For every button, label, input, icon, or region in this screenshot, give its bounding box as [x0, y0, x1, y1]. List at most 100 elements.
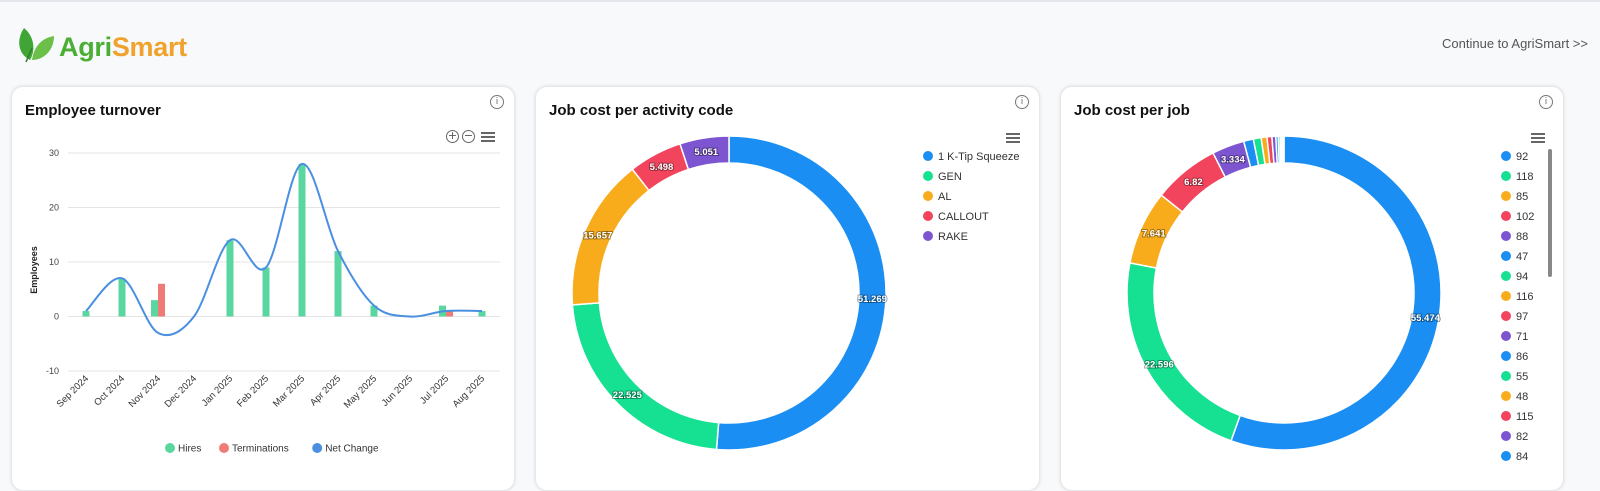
legend-label: 92 [1516, 151, 1529, 163]
legend-label: 86 [1516, 351, 1529, 363]
legend-item[interactable]: RAKE [923, 231, 968, 243]
zoom-out-icon[interactable]: − [462, 129, 475, 143]
info-icon[interactable]: i [1015, 95, 1029, 109]
job-donut-chart: 55.474 22.596 7.641 6.82 3.334 [1126, 135, 1442, 451]
legend-item[interactable]: AL [923, 191, 951, 203]
legend-label: 48 [1516, 391, 1529, 403]
legend-marker [312, 443, 323, 453]
legend-item[interactable]: 47 [1501, 251, 1528, 263]
legend-item[interactable]: 94 [1501, 271, 1528, 283]
data-label: 22.525 [613, 390, 643, 401]
x-tick-label: Jun 2025 [380, 373, 415, 408]
x-tick-label: Jan 2025 [200, 373, 235, 408]
legend-marker [923, 211, 933, 221]
x-tick-label: Mar 2025 [271, 373, 307, 409]
legend-item[interactable]: CALLOUT [923, 211, 989, 223]
bar-hires [262, 267, 270, 317]
bar-hires [118, 278, 126, 317]
bar-terminations [446, 311, 453, 317]
x-tick-label: Jul 2025 [418, 373, 451, 406]
donut-slice [1126, 261, 1242, 442]
legend-label: 102 [1516, 211, 1535, 223]
legend-marker [1501, 451, 1511, 461]
legend-item[interactable]: 86 [1501, 351, 1528, 363]
legend-item[interactable]: 48 [1501, 391, 1528, 403]
continue-link[interactable]: Continue to AgriSmart >> [1442, 36, 1588, 51]
legend-label: 82 [1516, 431, 1529, 443]
chart-menu-icon[interactable] [1006, 133, 1020, 143]
data-label: 5.051 [694, 147, 718, 158]
app-header: AgriSmart Continue to AgriSmart >> [0, 2, 1600, 82]
legend-label: 55 [1516, 371, 1529, 383]
zoom-in-icon[interactable]: + [446, 129, 459, 143]
net-change-line [85, 162, 483, 337]
legend-marker [1501, 231, 1511, 241]
legend-item[interactable]: 118 [1501, 171, 1534, 183]
x-tick-label: Dec 2024 [163, 373, 200, 410]
legend-marker [1501, 171, 1511, 181]
legend-marker [1501, 191, 1511, 201]
y-tick-label: 0 [54, 312, 59, 322]
legend-marker [923, 171, 933, 181]
legend-marker [1501, 351, 1511, 361]
data-label: 22.596 [1145, 359, 1174, 370]
bar-hires [151, 300, 158, 317]
chart-menu-icon[interactable] [481, 132, 495, 142]
x-tick-label: Oct 2024 [92, 373, 127, 408]
bar-hires [298, 163, 306, 317]
bar-hires [370, 305, 378, 317]
agrismart-logo[interactable]: AgriSmart [12, 18, 212, 68]
legend-marker [1501, 431, 1511, 441]
job-cost-card: Job cost per job i 55.474 22.596 7.641 6.82… [1060, 86, 1564, 491]
legend-item[interactable]: 92 [1501, 151, 1528, 163]
legend-marker [165, 443, 175, 453]
legend-marker [1501, 251, 1511, 261]
employee-turnover-card: Employee turnover i + − 30 20 10 0 -10 Employ… [11, 86, 515, 491]
y-axis-label: Employees [29, 246, 39, 294]
info-icon[interactable]: i [490, 95, 504, 109]
x-tick-label: Nov 2024 [127, 373, 164, 410]
legend-item[interactable]: GEN [923, 171, 962, 183]
y-tick-label: -10 [46, 366, 59, 376]
bar-hires [82, 311, 90, 317]
legend-item[interactable]: 88 [1501, 231, 1528, 243]
donut-slice [571, 302, 720, 451]
x-tick-label: May 2025 [342, 373, 379, 410]
legend-item[interactable]: 97 [1501, 311, 1528, 323]
legend-label: CALLOUT [938, 211, 989, 223]
legend-marker [1501, 311, 1511, 321]
legend-item[interactable]: 115 [1501, 411, 1534, 423]
data-label: 7.641 [1142, 228, 1166, 239]
donut-slice [1230, 135, 1442, 451]
legend-item[interactable]: 71 [1501, 331, 1528, 343]
bar-hires [334, 251, 342, 317]
legend-marker [1501, 291, 1511, 301]
leaf-logo-icon [19, 28, 54, 63]
legend-item[interactable]: 55 [1501, 371, 1528, 383]
legend-item[interactable]: 84 [1501, 451, 1528, 463]
data-label: 15.657 [583, 230, 612, 241]
legend-label: 85 [1516, 191, 1529, 203]
legend-item[interactable]: 1 K-Tip Squeeze [923, 151, 1020, 163]
data-label: 5.498 [650, 162, 674, 173]
legend-item[interactable]: 82 [1501, 431, 1528, 443]
legend-scrollbar[interactable] [1548, 149, 1552, 277]
legend-item[interactable]: 102 [1501, 211, 1534, 223]
data-label: 3.334 [1221, 154, 1245, 165]
info-icon[interactable]: i [1539, 95, 1553, 109]
legend-label: 71 [1516, 331, 1529, 343]
legend-marker [1501, 371, 1511, 381]
bar-terminations [158, 283, 165, 317]
chart-menu-icon[interactable] [1531, 133, 1545, 143]
legend-item[interactable]: 116 [1501, 291, 1534, 303]
x-tick-label: Feb 2025 [235, 373, 271, 409]
legend-item[interactable]: 85 [1501, 191, 1528, 203]
legend-marker [1501, 331, 1511, 341]
legend-marker [1501, 271, 1511, 281]
legend-marker [1501, 151, 1511, 161]
top-border [0, 0, 1600, 2]
legend-label: 118 [1516, 171, 1534, 183]
logo-agri-text: Agri [59, 32, 112, 62]
card-title: Job cost per job [1074, 102, 1190, 119]
donut-slice [715, 135, 887, 451]
